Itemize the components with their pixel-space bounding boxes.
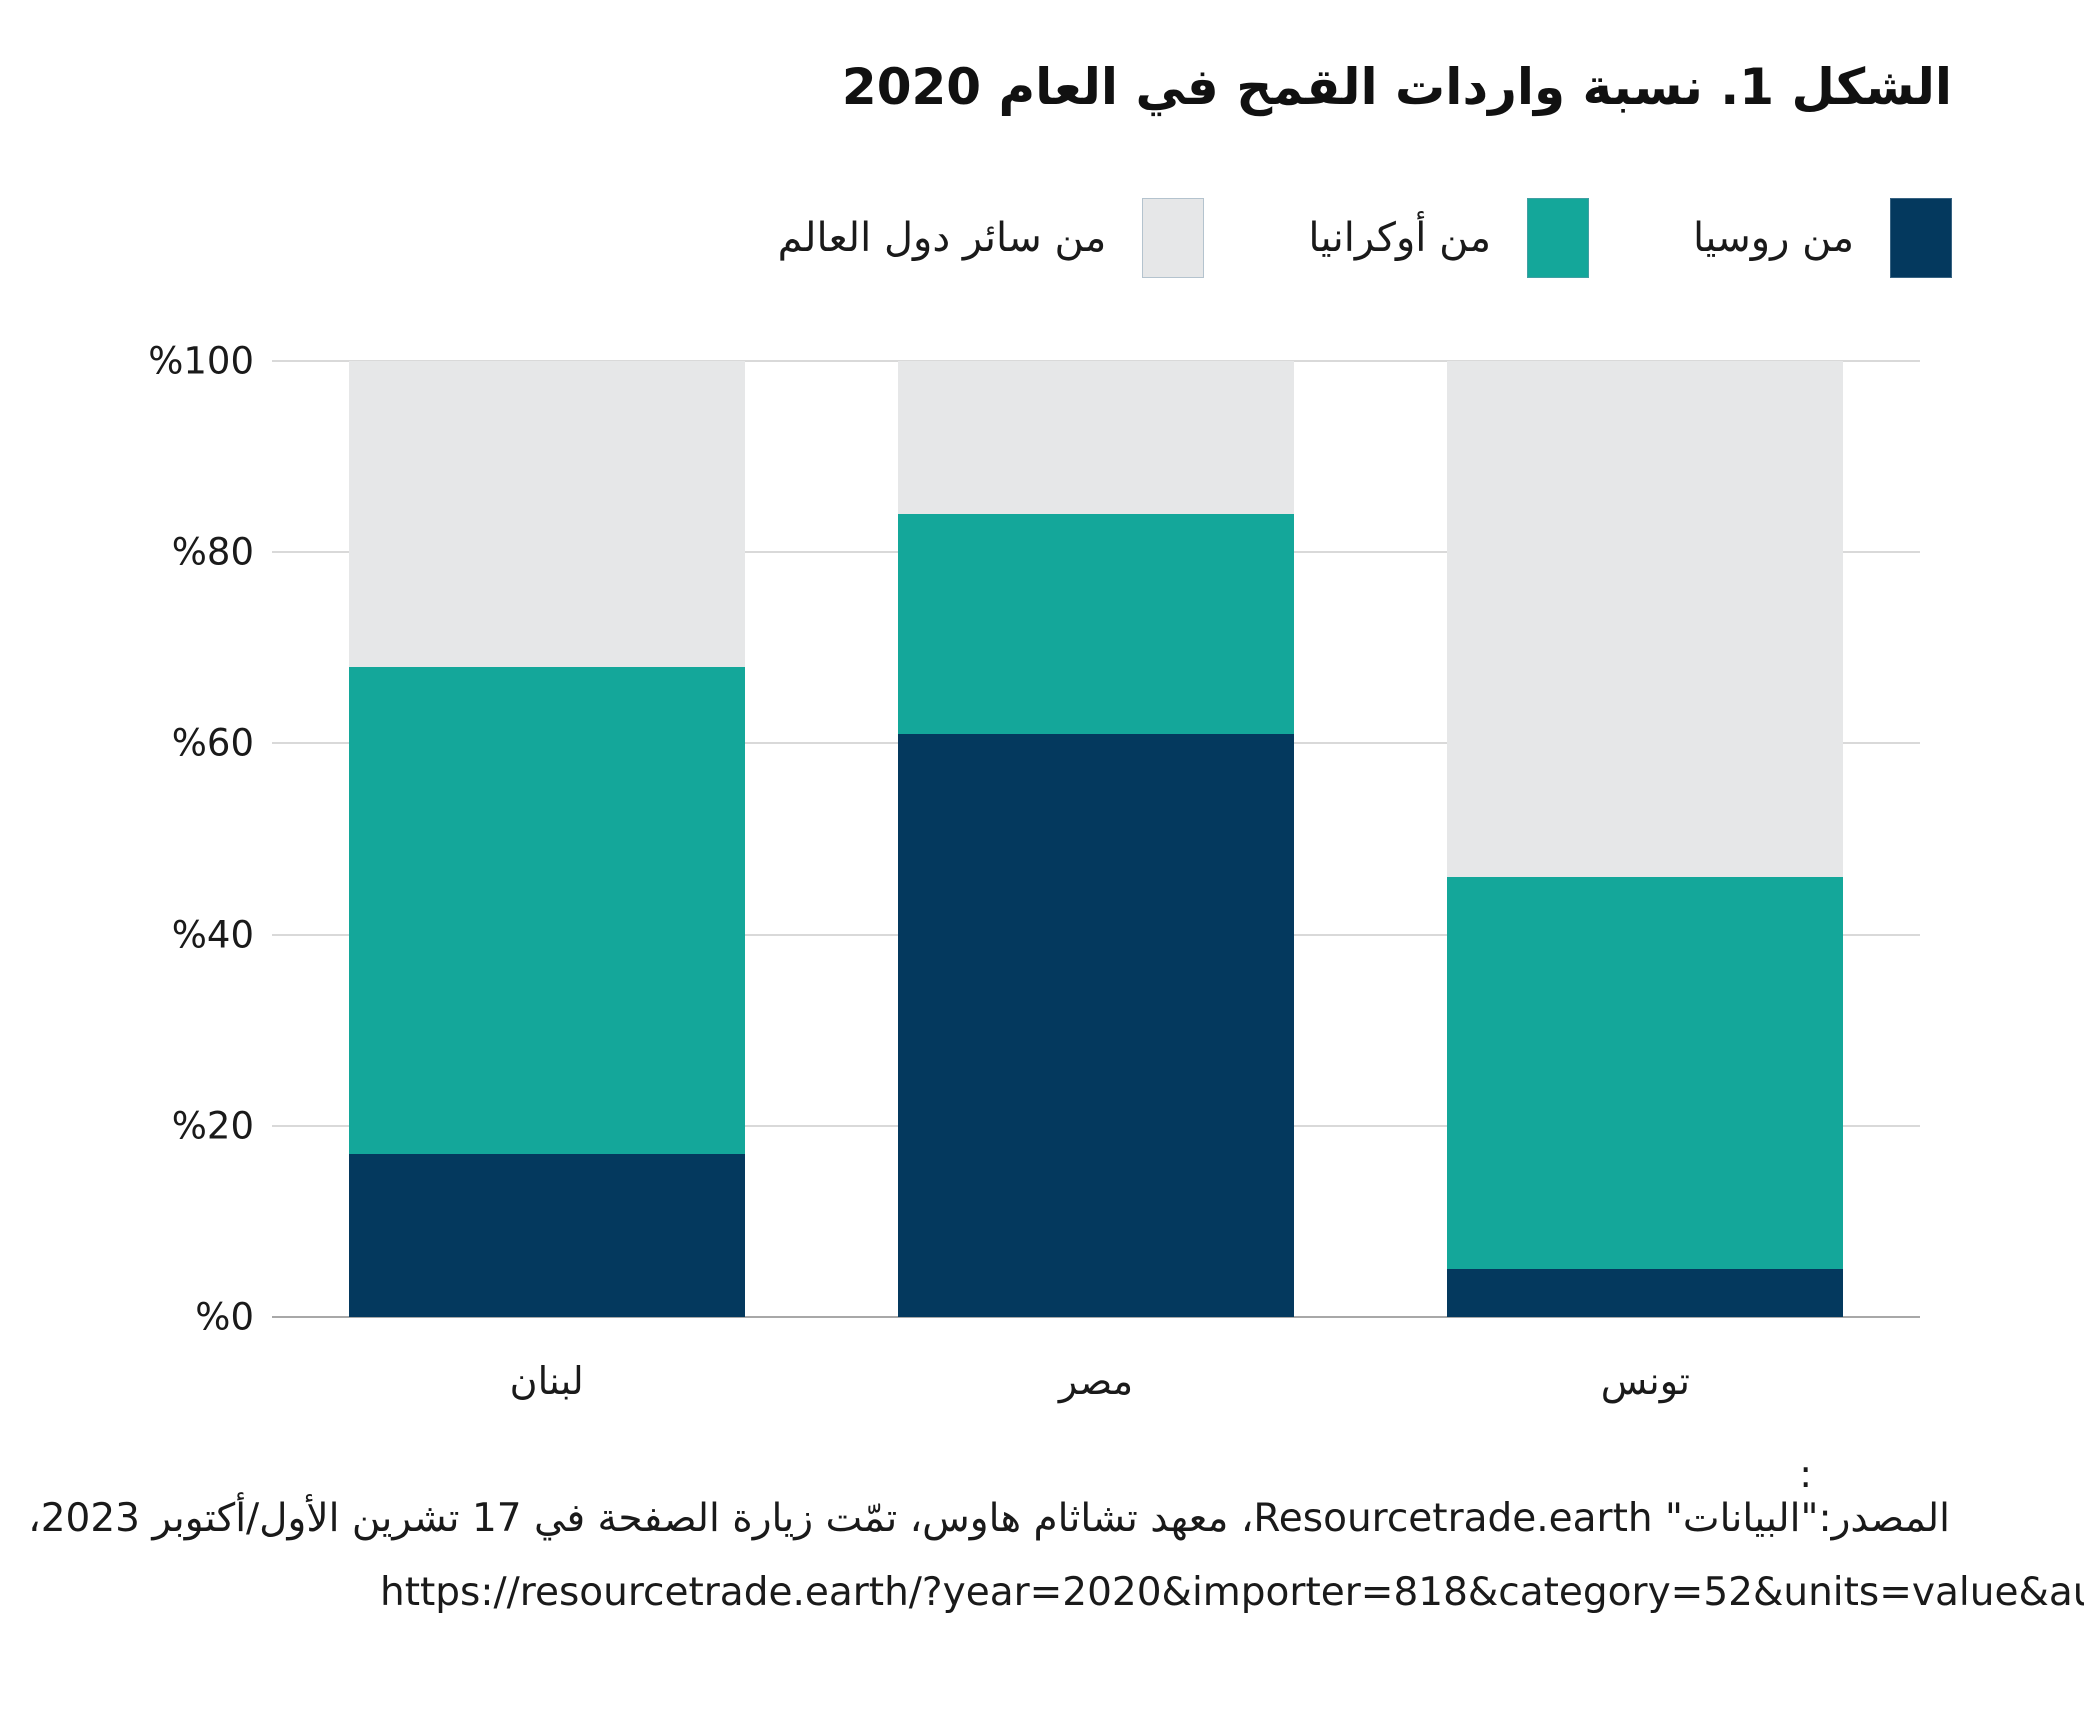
- legend-swatch-ukraine: [1527, 198, 1589, 278]
- source-colon: :: [1799, 1452, 1812, 1496]
- bar-segment-egypt-rest-of-world: [898, 361, 1294, 514]
- y-tick-label-60: %60: [171, 721, 254, 765]
- bar-segment-lebanon-ukraine: [348, 666, 745, 1155]
- y-tick-label-20: %20: [171, 1104, 254, 1148]
- gridline-100: [272, 360, 1920, 362]
- legend-item-ukraine: من أوكرانيا: [1308, 198, 1589, 278]
- source-url: https://resourcetrade.earth/?year=2020&i…: [380, 1570, 2084, 1615]
- source-citation: المصدر:"البيانات" Resourcetrade.earth، م…: [28, 1496, 1950, 1541]
- plot-area: %100 %80 %60 %40 %20 %0 لبنان مصر تونس: [148, 340, 1920, 1403]
- x-axis-line: [272, 1316, 1920, 1318]
- bar-segment-tunisia-rest-of-world: [1447, 361, 1844, 878]
- y-tick-label-0: %0: [195, 1295, 254, 1339]
- bar-segment-tunisia-russia: [1447, 1269, 1844, 1317]
- chart-title: الشكل 1. نسبة واردات القمح في العام 2020: [841, 58, 1952, 116]
- y-tick-label-80: %80: [171, 530, 254, 574]
- y-tick-label-100: %100: [148, 339, 254, 383]
- legend-swatch-rest-of-world: [1142, 198, 1205, 278]
- y-tick-label-40: %40: [171, 913, 254, 957]
- bar-egypt: [898, 361, 1294, 1317]
- legend-label-rest-of-world: من سائر دول العالم: [777, 215, 1107, 261]
- x-category-label-lebanon: لبنان: [509, 1359, 584, 1403]
- x-category-label-egypt: مصر: [1058, 1359, 1134, 1403]
- bar-segment-lebanon-russia: [348, 1154, 745, 1317]
- chart-legend: من روسيا من أوكرانيا من سائر دول العالم: [778, 198, 1952, 278]
- bar-segment-lebanon-rest-of-world: [348, 361, 745, 667]
- legend-label-russia: من روسيا: [1693, 215, 1854, 261]
- bar-lebanon: [348, 361, 745, 1317]
- legend-item-rest-of-world: من سائر دول العالم: [778, 198, 1205, 278]
- legend-swatch-russia: [1890, 198, 1952, 278]
- bar-tunisia: [1447, 361, 1844, 1317]
- legend-label-ukraine: من أوكرانيا: [1308, 215, 1491, 261]
- bar-segment-egypt-ukraine: [898, 513, 1294, 734]
- x-category-label-tunisia: تونس: [1600, 1359, 1690, 1403]
- legend-item-russia: من روسيا: [1693, 198, 1952, 278]
- bar-segment-tunisia-ukraine: [1447, 877, 1844, 1270]
- bar-segment-egypt-russia: [898, 733, 1294, 1317]
